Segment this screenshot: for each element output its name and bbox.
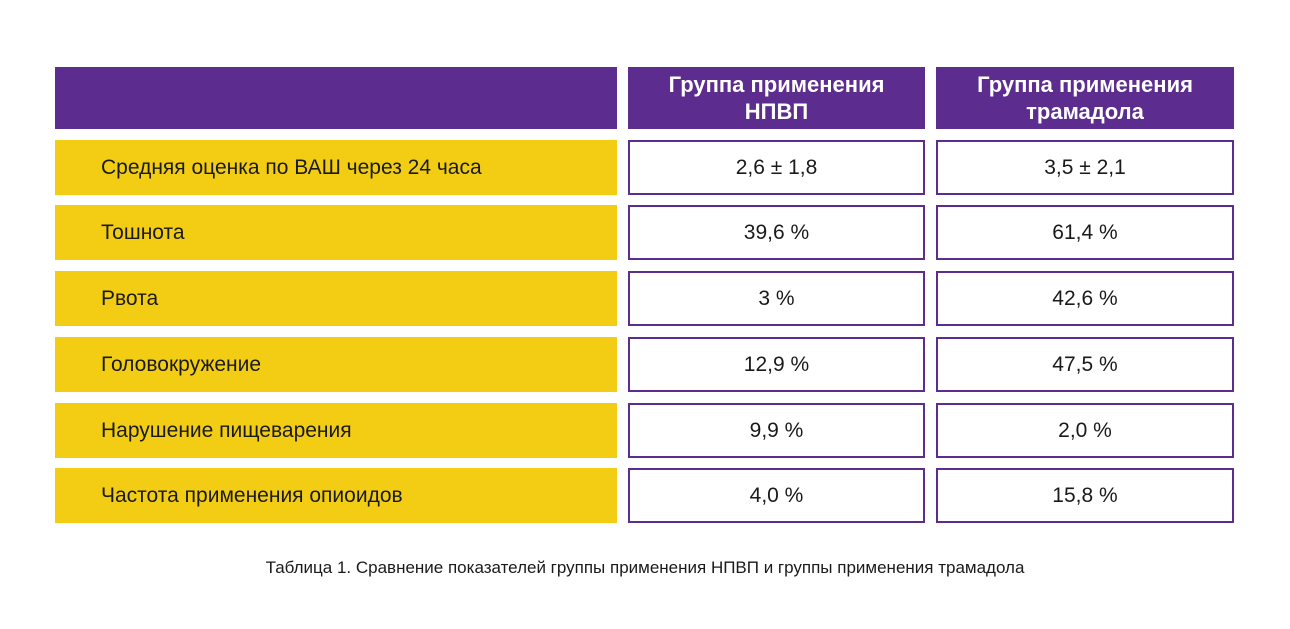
value-cell: 2,0 % <box>936 403 1234 458</box>
value-cell: 4,0 % <box>628 468 925 523</box>
column-header: Группа применения трамадола <box>936 67 1234 129</box>
value-cell: 42,6 % <box>936 271 1234 326</box>
value-cell: 61,4 % <box>936 205 1234 260</box>
row-label: Головокружение <box>55 337 617 392</box>
value-cell: 47,5 % <box>936 337 1234 392</box>
column-header: Группа применения НПВП <box>628 67 925 129</box>
value-cell: 12,9 % <box>628 337 925 392</box>
caption: Таблица 1. Сравнение показателей группы … <box>265 558 1025 577</box>
value-cell: 9,9 % <box>628 403 925 458</box>
row-label: Рвота <box>55 271 617 326</box>
row-label: Частота применения опиоидов <box>55 468 617 523</box>
header-blank <box>55 67 617 129</box>
value-cell: 39,6 % <box>628 205 925 260</box>
row-label: Средняя оценка по ВАШ через 24 часа <box>55 140 617 195</box>
row-label: Тошнота <box>55 205 617 260</box>
value-cell: 3,5 ± 2,1 <box>936 140 1234 195</box>
value-cell: 15,8 % <box>936 468 1234 523</box>
value-cell: 2,6 ± 1,8 <box>628 140 925 195</box>
value-cell: 3 % <box>628 271 925 326</box>
row-label: Нарушение пищеварения <box>55 403 617 458</box>
